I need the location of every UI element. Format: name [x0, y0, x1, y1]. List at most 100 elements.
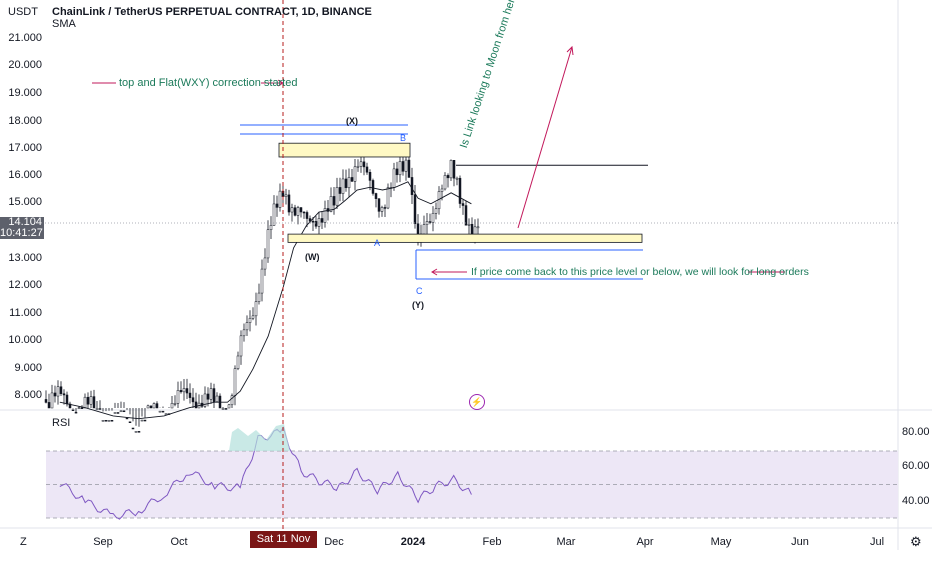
- wave-label-c: C: [416, 286, 423, 296]
- candle-body: [386, 187, 390, 209]
- bar-countdown: 10:41:27: [0, 227, 43, 239]
- candle-body: [257, 292, 261, 302]
- chart-svg[interactable]: [0, 0, 932, 550]
- candle-body: [260, 268, 264, 294]
- candles: [44, 150, 480, 433]
- candle-body: [410, 177, 414, 195]
- candle-body: [92, 396, 96, 409]
- candle-body: [356, 165, 360, 168]
- candle-body: [287, 194, 291, 213]
- candle-body: [476, 226, 480, 229]
- candle-body: [242, 329, 246, 337]
- candle-body: [374, 193, 378, 199]
- candle-body: [467, 223, 471, 226]
- candle-body: [98, 408, 102, 410]
- rsi-label[interactable]: RSI: [52, 417, 71, 429]
- time-tick: Dec: [324, 536, 344, 548]
- current-price: 14.104: [8, 216, 42, 228]
- candle-body: [149, 405, 153, 409]
- candle-body: [365, 166, 369, 173]
- candle-body: [392, 168, 396, 188]
- candle-body: [329, 196, 333, 212]
- candle-body: [233, 368, 237, 396]
- lightning-icon[interactable]: ⚡: [469, 394, 485, 410]
- candle-body: [71, 409, 75, 411]
- candle-body: [332, 196, 336, 206]
- settings-icon[interactable]: ⚙: [910, 534, 922, 549]
- arrow-head-top: [277, 79, 284, 87]
- candle-body: [293, 207, 297, 216]
- candle-body: [134, 431, 138, 433]
- candle-body: [44, 399, 48, 403]
- candle-body: [446, 175, 450, 179]
- candle-body: [335, 187, 339, 206]
- rsi-tick: 60.00: [902, 460, 930, 472]
- candle-body: [224, 408, 228, 410]
- candle-body: [377, 198, 381, 212]
- candle-body: [77, 407, 81, 409]
- price-tick: 12.000: [8, 279, 42, 291]
- price-tick: 17.000: [8, 142, 42, 154]
- candle-body: [221, 408, 225, 410]
- candle-body: [263, 257, 267, 270]
- wave-label-x: (X): [346, 116, 358, 126]
- candle-body: [95, 408, 99, 410]
- candle-body: [53, 392, 57, 397]
- candle-body: [296, 207, 300, 216]
- candle-body: [290, 207, 294, 213]
- wave-label-a: A: [374, 238, 381, 248]
- time-tick: Oct: [170, 536, 188, 548]
- candle-body: [212, 388, 216, 402]
- price-tick: 9.000: [14, 362, 42, 374]
- candle-body: [278, 190, 282, 208]
- price-tick: 13.000: [8, 252, 42, 264]
- candle-body: [428, 221, 432, 223]
- candle-body: [146, 405, 150, 409]
- candle-body: [83, 396, 87, 409]
- candle-body: [398, 161, 402, 176]
- candle-body: [164, 413, 168, 415]
- sma-line: [59, 181, 472, 420]
- time-tick: 2024: [400, 536, 426, 548]
- candle-body: [65, 394, 69, 405]
- candle-body: [179, 390, 183, 393]
- candle-body: [182, 388, 186, 393]
- candle-body: [80, 407, 84, 409]
- candle-body: [185, 388, 189, 394]
- zoom-reset-button[interactable]: Z: [20, 536, 27, 548]
- candle-body: [284, 194, 288, 197]
- price-tick: 21.000: [8, 32, 42, 44]
- candle-body: [119, 410, 123, 413]
- candle-body: [362, 161, 366, 168]
- candle-body: [320, 218, 324, 223]
- candle-body: [305, 212, 309, 219]
- time-tick: Mar: [556, 536, 576, 548]
- rsi-tick: 80.00: [902, 426, 930, 438]
- crosshair-date-badge: Sat 11 Nov '23: [250, 531, 317, 562]
- candle-body: [158, 410, 162, 413]
- candle-body: [209, 388, 213, 400]
- candle-body: [440, 188, 444, 192]
- candle-body: [59, 386, 63, 394]
- candle-body: [191, 397, 195, 403]
- candle-body: [338, 187, 342, 194]
- candle-body: [74, 411, 78, 414]
- candle-body: [125, 417, 129, 420]
- candle-body: [170, 403, 174, 409]
- note-long-orders: If price come back to this price level o…: [471, 266, 809, 278]
- time-tick: Jul: [869, 536, 885, 548]
- price-tick: 16.000: [8, 169, 42, 181]
- time-tick: May: [710, 536, 732, 548]
- moon-arrow: [517, 46, 573, 229]
- moon-arrow-head: [566, 45, 574, 56]
- indicator-label-sma[interactable]: SMA: [52, 18, 76, 30]
- candle-body: [236, 355, 240, 369]
- candle-body: [227, 404, 231, 409]
- candle-body: [311, 220, 315, 223]
- price-tick: 18.000: [8, 115, 42, 127]
- candle-body: [275, 203, 279, 208]
- price-tick: 19.000: [8, 87, 42, 99]
- candle-body: [110, 420, 114, 422]
- candle-body: [317, 218, 321, 227]
